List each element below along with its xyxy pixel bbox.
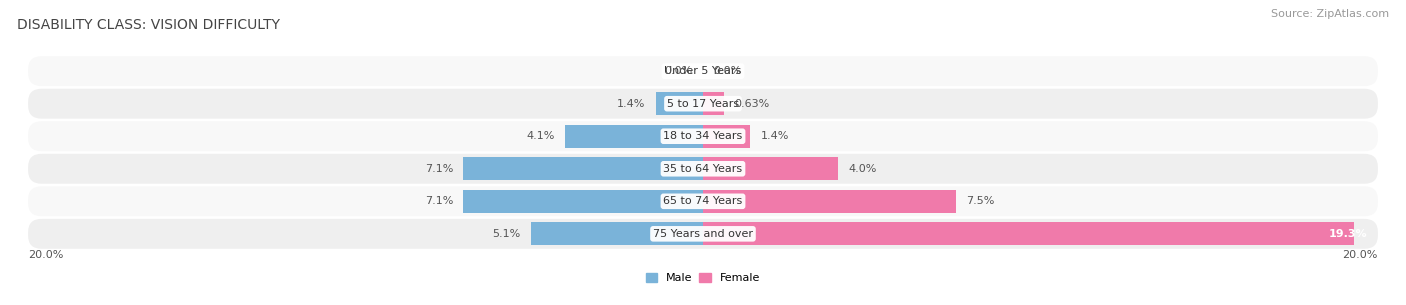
Bar — [464, 157, 703, 180]
FancyBboxPatch shape — [28, 219, 1378, 249]
Text: 0.0%: 0.0% — [713, 66, 741, 76]
Text: Under 5 Years: Under 5 Years — [665, 66, 741, 76]
Bar — [703, 157, 838, 180]
FancyBboxPatch shape — [28, 154, 1378, 184]
Bar — [703, 222, 1354, 245]
Text: 5 to 17 Years: 5 to 17 Years — [666, 99, 740, 109]
Text: 75 Years and over: 75 Years and over — [652, 229, 754, 239]
Text: 7.5%: 7.5% — [966, 196, 994, 206]
FancyBboxPatch shape — [28, 89, 1378, 119]
Text: 20.0%: 20.0% — [28, 250, 63, 260]
Text: 35 to 64 Years: 35 to 64 Years — [664, 164, 742, 174]
Text: 4.1%: 4.1% — [526, 131, 554, 141]
Text: 0.0%: 0.0% — [665, 66, 693, 76]
Bar — [703, 92, 724, 115]
Text: 7.1%: 7.1% — [425, 164, 453, 174]
Text: DISABILITY CLASS: VISION DIFFICULTY: DISABILITY CLASS: VISION DIFFICULTY — [17, 18, 280, 32]
Text: 18 to 34 Years: 18 to 34 Years — [664, 131, 742, 141]
Text: 20.0%: 20.0% — [1343, 250, 1378, 260]
Text: 5.1%: 5.1% — [492, 229, 520, 239]
Text: Source: ZipAtlas.com: Source: ZipAtlas.com — [1271, 9, 1389, 19]
Text: 65 to 74 Years: 65 to 74 Years — [664, 196, 742, 206]
Text: 19.3%: 19.3% — [1329, 229, 1368, 239]
FancyBboxPatch shape — [28, 186, 1378, 216]
Bar — [703, 125, 751, 148]
Bar — [531, 222, 703, 245]
Text: 4.0%: 4.0% — [848, 164, 876, 174]
Bar — [655, 92, 703, 115]
Bar — [703, 190, 956, 213]
Text: 0.63%: 0.63% — [734, 99, 769, 109]
Text: 1.4%: 1.4% — [617, 99, 645, 109]
FancyBboxPatch shape — [28, 121, 1378, 151]
Legend: Male, Female: Male, Female — [641, 268, 765, 288]
FancyBboxPatch shape — [28, 56, 1378, 86]
Text: 1.4%: 1.4% — [761, 131, 789, 141]
Bar — [565, 125, 703, 148]
Text: 7.1%: 7.1% — [425, 196, 453, 206]
Bar — [464, 190, 703, 213]
